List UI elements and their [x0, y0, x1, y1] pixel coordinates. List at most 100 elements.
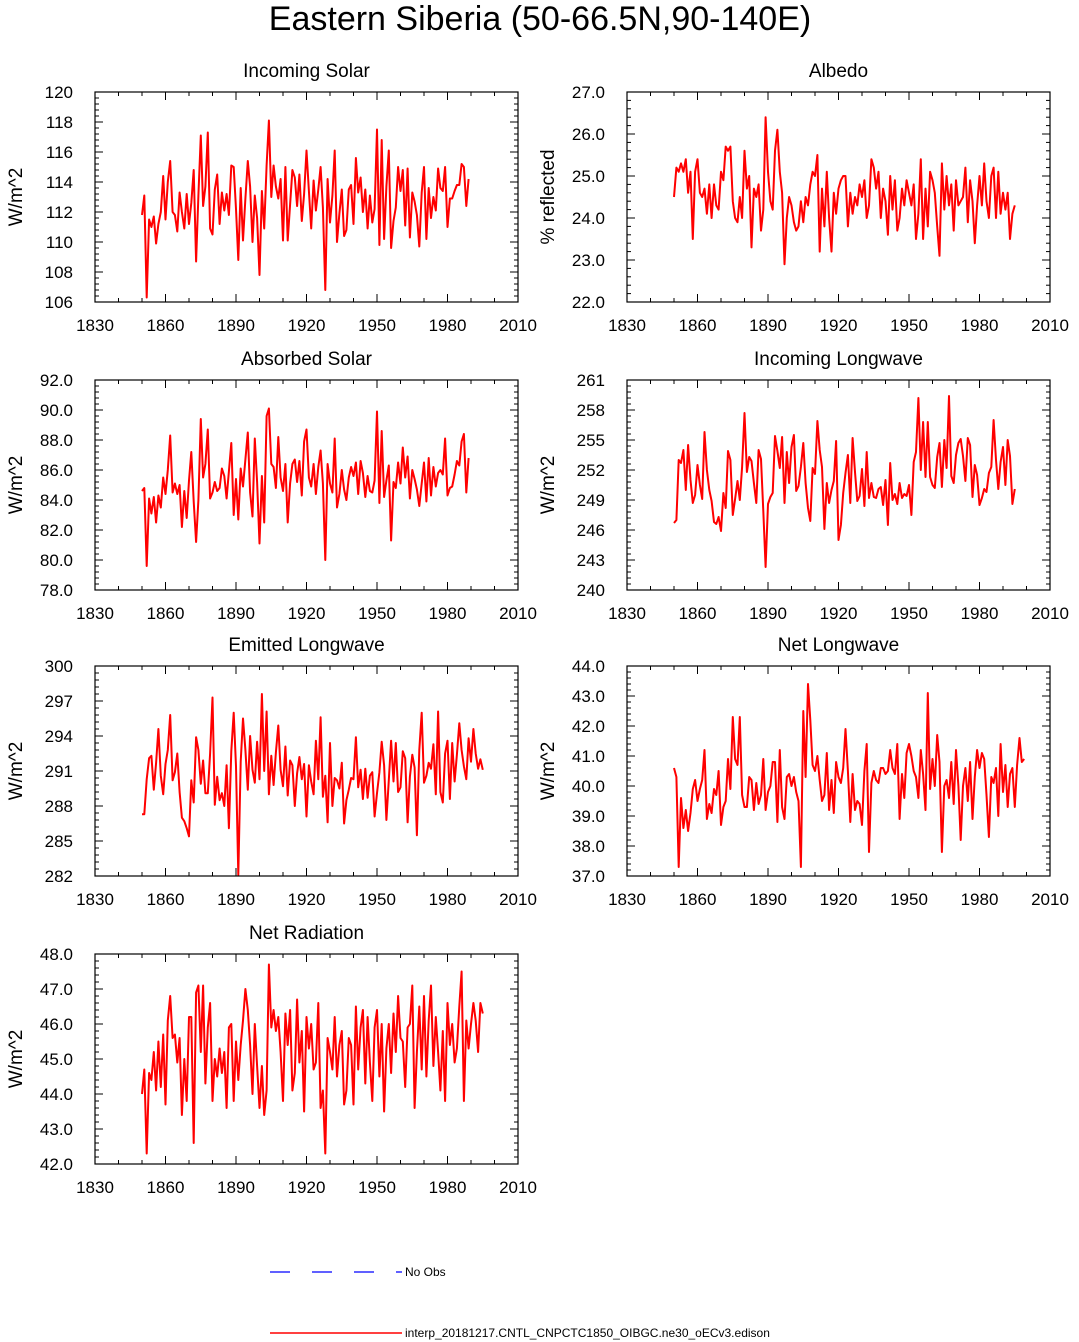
y-tick-label: 249 — [577, 491, 605, 510]
panel-incoming-longwave: Incoming Longwave W/m^2 1830 1860 1890 1920 19… — [538, 349, 1069, 623]
series-line — [142, 693, 484, 876]
y-tick-label: 116 — [46, 143, 73, 162]
y-tick-label: 44.0 — [40, 1085, 73, 1104]
x-tick-label: 1950 — [890, 604, 928, 623]
series-line — [673, 116, 1016, 266]
plot-frame — [626, 665, 1051, 877]
y-tick-label: 297 — [45, 692, 73, 711]
x-tick-label: 1860 — [679, 316, 717, 335]
panel-title: Albedo — [809, 61, 868, 82]
y-tick-label: 46.0 — [40, 1015, 73, 1034]
y-axis-label: W/m^2 — [538, 456, 559, 515]
x-tick-label: 2010 — [1031, 316, 1069, 335]
y-tick-label: 27.0 — [572, 83, 605, 102]
y-tick-label: 252 — [577, 461, 605, 480]
y-tick-label: 291 — [45, 762, 73, 781]
x-tick-label: 1950 — [890, 316, 928, 335]
y-tick-label: 90.0 — [40, 401, 73, 420]
series-line — [673, 683, 1025, 868]
x-tick-label: 1890 — [217, 604, 255, 623]
y-tick-label: 22.0 — [572, 293, 605, 312]
x-tick-label: 1950 — [890, 890, 928, 909]
plot-frame — [94, 665, 519, 877]
x-tick-label: 1860 — [147, 1178, 185, 1197]
x-tick-label: 1920 — [288, 316, 326, 335]
y-tick-label: 288 — [45, 797, 73, 816]
y-tick-label: 261 — [577, 371, 605, 390]
series-line — [141, 119, 470, 299]
panel-net-longwave: Net Longwave W/m^2 1830 1860 1890 1920 1950 198… — [538, 635, 1069, 909]
y-tick-label: 26.0 — [572, 125, 605, 144]
y-tick-label: 114 — [46, 173, 73, 192]
y-axis-label: W/m^2 — [6, 1030, 27, 1089]
x-tick-label: 1830 — [76, 890, 114, 909]
plot-frame — [626, 91, 1051, 303]
x-tick-label: 2010 — [499, 1178, 537, 1197]
x-tick-label: 2010 — [1031, 890, 1069, 909]
x-tick-label: 1890 — [217, 316, 255, 335]
panel-title: Incoming Solar — [243, 61, 370, 82]
y-axis-label: W/m^2 — [6, 456, 27, 515]
x-tick-label: 1890 — [749, 316, 787, 335]
y-tick-label: 255 — [577, 431, 605, 450]
y-tick-label: 24.0 — [572, 209, 605, 228]
y-tick-label: 240 — [577, 581, 605, 600]
y-tick-label: 108 — [45, 263, 73, 282]
x-tick-label: 1830 — [608, 890, 646, 909]
x-tick-label: 1860 — [679, 604, 717, 623]
y-tick-label: 42.0 — [40, 1155, 73, 1174]
y-tick-label: 48.0 — [40, 945, 73, 964]
x-tick-label: 1950 — [358, 1178, 396, 1197]
y-tick-label: 88.0 — [40, 431, 73, 450]
x-tick-label: 1920 — [820, 316, 858, 335]
panel-title: Absorbed Solar — [241, 349, 373, 370]
panel-albedo: Albedo % reflected 1830 1860 1890 1920 1950 198… — [538, 61, 1069, 335]
x-tick-label: 2010 — [499, 604, 537, 623]
y-axis-label: W/m^2 — [538, 742, 559, 801]
plot-frame — [94, 379, 519, 591]
x-tick-label: 1980 — [429, 316, 467, 335]
y-tick-label: 23.0 — [572, 251, 605, 270]
x-tick-label: 1860 — [147, 604, 185, 623]
legend-obs-label: No Obs — [405, 1265, 446, 1279]
x-tick-label: 1980 — [961, 604, 999, 623]
x-tick-label: 1860 — [679, 890, 717, 909]
y-tick-label: 84.0 — [40, 491, 73, 510]
y-tick-label: 112 — [46, 203, 73, 222]
y-tick-label: 44.0 — [572, 657, 605, 676]
y-tick-label: 38.0 — [572, 837, 605, 856]
x-tick-label: 1950 — [358, 890, 396, 909]
x-tick-label: 1980 — [961, 890, 999, 909]
y-tick-label: 39.0 — [572, 807, 605, 826]
x-tick-label: 1950 — [358, 604, 396, 623]
plot-frame — [94, 953, 519, 1165]
y-tick-label: 243 — [577, 551, 605, 570]
x-tick-label: 1860 — [147, 890, 185, 909]
x-tick-label: 1980 — [429, 1178, 467, 1197]
y-tick-label: 294 — [45, 727, 73, 746]
y-axis-label: W/m^2 — [6, 168, 27, 227]
y-tick-label: 110 — [46, 233, 73, 252]
y-tick-label: 37.0 — [572, 867, 605, 886]
x-tick-label: 1950 — [358, 316, 396, 335]
y-tick-label: 40.0 — [572, 777, 605, 796]
y-tick-label: 43.0 — [40, 1120, 73, 1139]
panel-title: Emitted Longwave — [228, 635, 384, 656]
y-tick-label: 118 — [46, 113, 73, 132]
panel-title: Net Longwave — [778, 635, 899, 656]
y-tick-label: 82.0 — [40, 521, 73, 540]
y-tick-label: 106 — [45, 293, 73, 312]
y-tick-label: 25.0 — [572, 167, 605, 186]
x-tick-label: 1890 — [217, 1178, 255, 1197]
x-tick-label: 1830 — [608, 604, 646, 623]
x-tick-label: 1830 — [608, 316, 646, 335]
y-tick-label: 282 — [45, 867, 73, 886]
y-tick-label: 78.0 — [40, 581, 73, 600]
y-tick-label: 86.0 — [40, 461, 73, 480]
y-tick-label: 47.0 — [40, 980, 73, 999]
panel-title: Incoming Longwave — [754, 349, 923, 370]
y-tick-label: 42.0 — [572, 717, 605, 736]
x-tick-label: 1830 — [76, 1178, 114, 1197]
x-tick-label: 1890 — [217, 890, 255, 909]
